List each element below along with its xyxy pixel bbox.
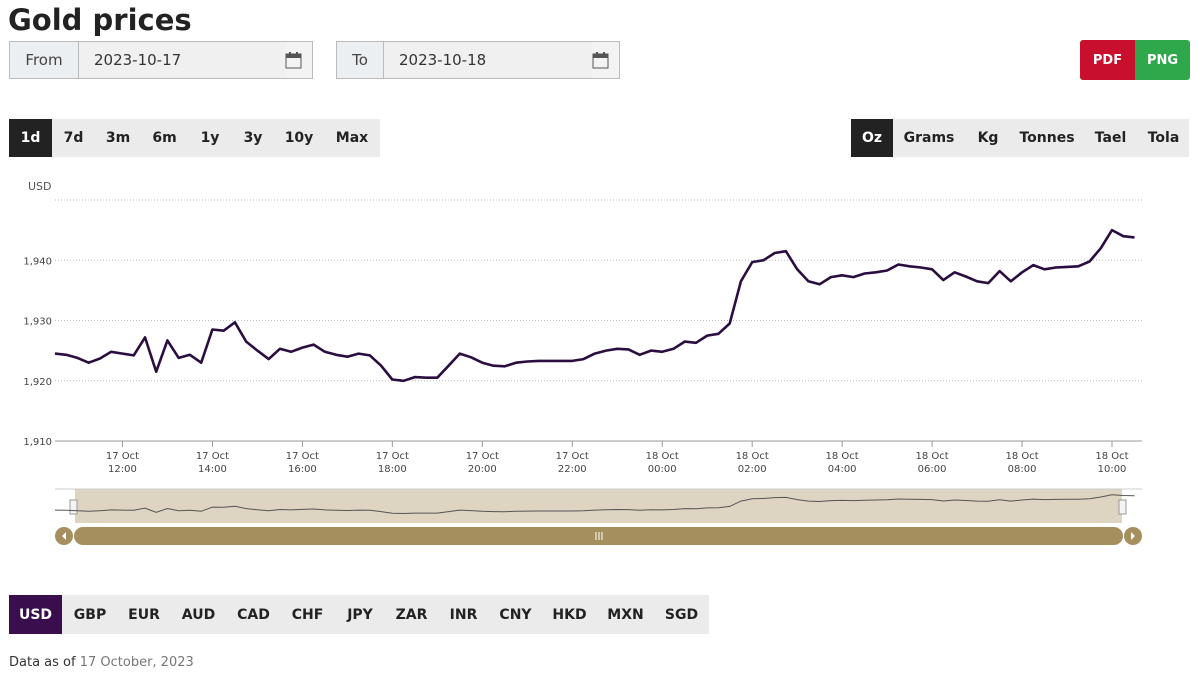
to-label: To [337,42,384,78]
to-date[interactable]: 2023-10-18 [384,42,592,78]
x-tick-label: 17 Oct [376,451,409,462]
range-selector: 1d 7d 3m 6m 1y 3y 10y Max [9,119,380,157]
x-tick-label: 17 Oct [466,451,499,462]
x-tick-label: 02:00 [738,464,767,475]
currency-button[interactable]: USD [9,595,62,634]
range-button[interactable]: 1d [9,119,52,157]
x-tick-label: 04:00 [828,464,857,475]
x-tick-label: 10:00 [1098,464,1127,475]
export-button[interactable]: PNG [1135,40,1190,80]
x-tick-label: 17 Oct [556,451,589,462]
y-tick-label: 1,940 [23,256,52,267]
currency-button[interactable]: JPY [347,606,373,623]
range-button[interactable]: 6m [152,130,177,146]
x-tick-label: 00:00 [648,464,677,475]
x-tick-label: 18:00 [378,464,407,475]
x-tick-label: 18 Oct [826,451,859,462]
footer: Data as of 17 October, 2023 [9,655,194,670]
y-tick-label: 1,920 [23,377,52,388]
range-button[interactable]: 3y [243,130,263,146]
y-tick-label: 1,930 [23,317,52,328]
currency-button[interactable]: CNY [499,606,532,623]
currency-button[interactable]: AUD [181,606,216,623]
x-tick-label: 22:00 [558,464,587,475]
range-button[interactable]: 3m [105,130,131,146]
x-tick-label: 17 Oct [196,451,229,462]
y-axis-label: USD [28,180,52,193]
unit-selector: Oz Grams Kg Tonnes Tael Tola [851,119,1189,157]
currency-button[interactable]: GBP [73,606,107,623]
from-label: From [10,42,79,78]
y-tick-label: 1,910 [23,437,52,448]
export-buttons: PDF PNG [1080,40,1190,80]
footer-date: 17 October, 2023 [79,655,194,670]
calendar-icon[interactable] [285,51,302,69]
x-tick-label: 18 Oct [646,451,679,462]
unit-button[interactable]: Oz [851,119,893,157]
export-button[interactable]: PDF [1080,40,1135,80]
from-date[interactable]: 2023-10-17 [79,42,285,78]
unit-button[interactable]: Tola [1147,130,1180,146]
currency-button[interactable]: CHF [291,606,324,623]
x-tick-label: 20:00 [468,464,497,475]
page-title: Gold prices [8,3,192,37]
x-tick-label: 17 Oct [286,451,319,462]
currency-button[interactable]: INR [449,606,478,623]
x-tick-label: 18 Oct [1095,451,1128,462]
to-field[interactable]: To 2023-10-18 [336,41,620,79]
currency-button[interactable]: SGD [664,606,699,623]
footer-label: Data as of [9,655,76,670]
currency-button[interactable]: MXN [607,606,644,623]
x-tick-label: 06:00 [918,464,947,475]
x-tick-label: 08:00 [1008,464,1037,475]
range-button[interactable]: 7d [63,130,84,146]
scroll-grip [595,532,603,540]
x-tick-label: 17 Oct [106,451,139,462]
range-button[interactable]: 1y [200,130,220,146]
price-chart: USD 1,910 1,920 1,930 1,940 17 Oct 12:00 17 Oct… [23,180,1142,545]
unit-button[interactable]: Kg [977,130,999,146]
x-tick-label: 12:00 [108,464,137,475]
navigator-window[interactable] [75,489,1122,523]
unit-button[interactable]: Tonnes [1019,130,1075,146]
unit-button[interactable]: Grams [903,130,955,146]
navigator-handle[interactable] [1118,499,1127,515]
x-tick-label: 16:00 [288,464,317,475]
x-tick-label: 18 Oct [736,451,769,462]
currency-selector: USD GBP EUR AUD CAD CHF JPY ZAR INR CNY HKD MXN SGD [9,595,709,634]
x-tick-label: 18 Oct [1005,451,1038,462]
currency-button[interactable]: HKD [552,606,587,623]
navigator-line [54,494,1135,515]
range-button[interactable]: Max [335,130,369,146]
x-tick-label: 14:00 [198,464,227,475]
currency-button[interactable]: ZAR [395,606,428,623]
range-button[interactable]: 10y [284,130,314,146]
calendar-icon[interactable] [592,51,609,69]
price-line [54,228,1135,383]
currency-button[interactable]: EUR [128,606,160,623]
x-tick-label: 18 Oct [915,451,948,462]
unit-button[interactable]: Tael [1094,130,1127,146]
navigator-handle[interactable] [69,499,78,515]
from-field[interactable]: From 2023-10-17 [9,41,313,79]
currency-button[interactable]: CAD [237,606,270,623]
